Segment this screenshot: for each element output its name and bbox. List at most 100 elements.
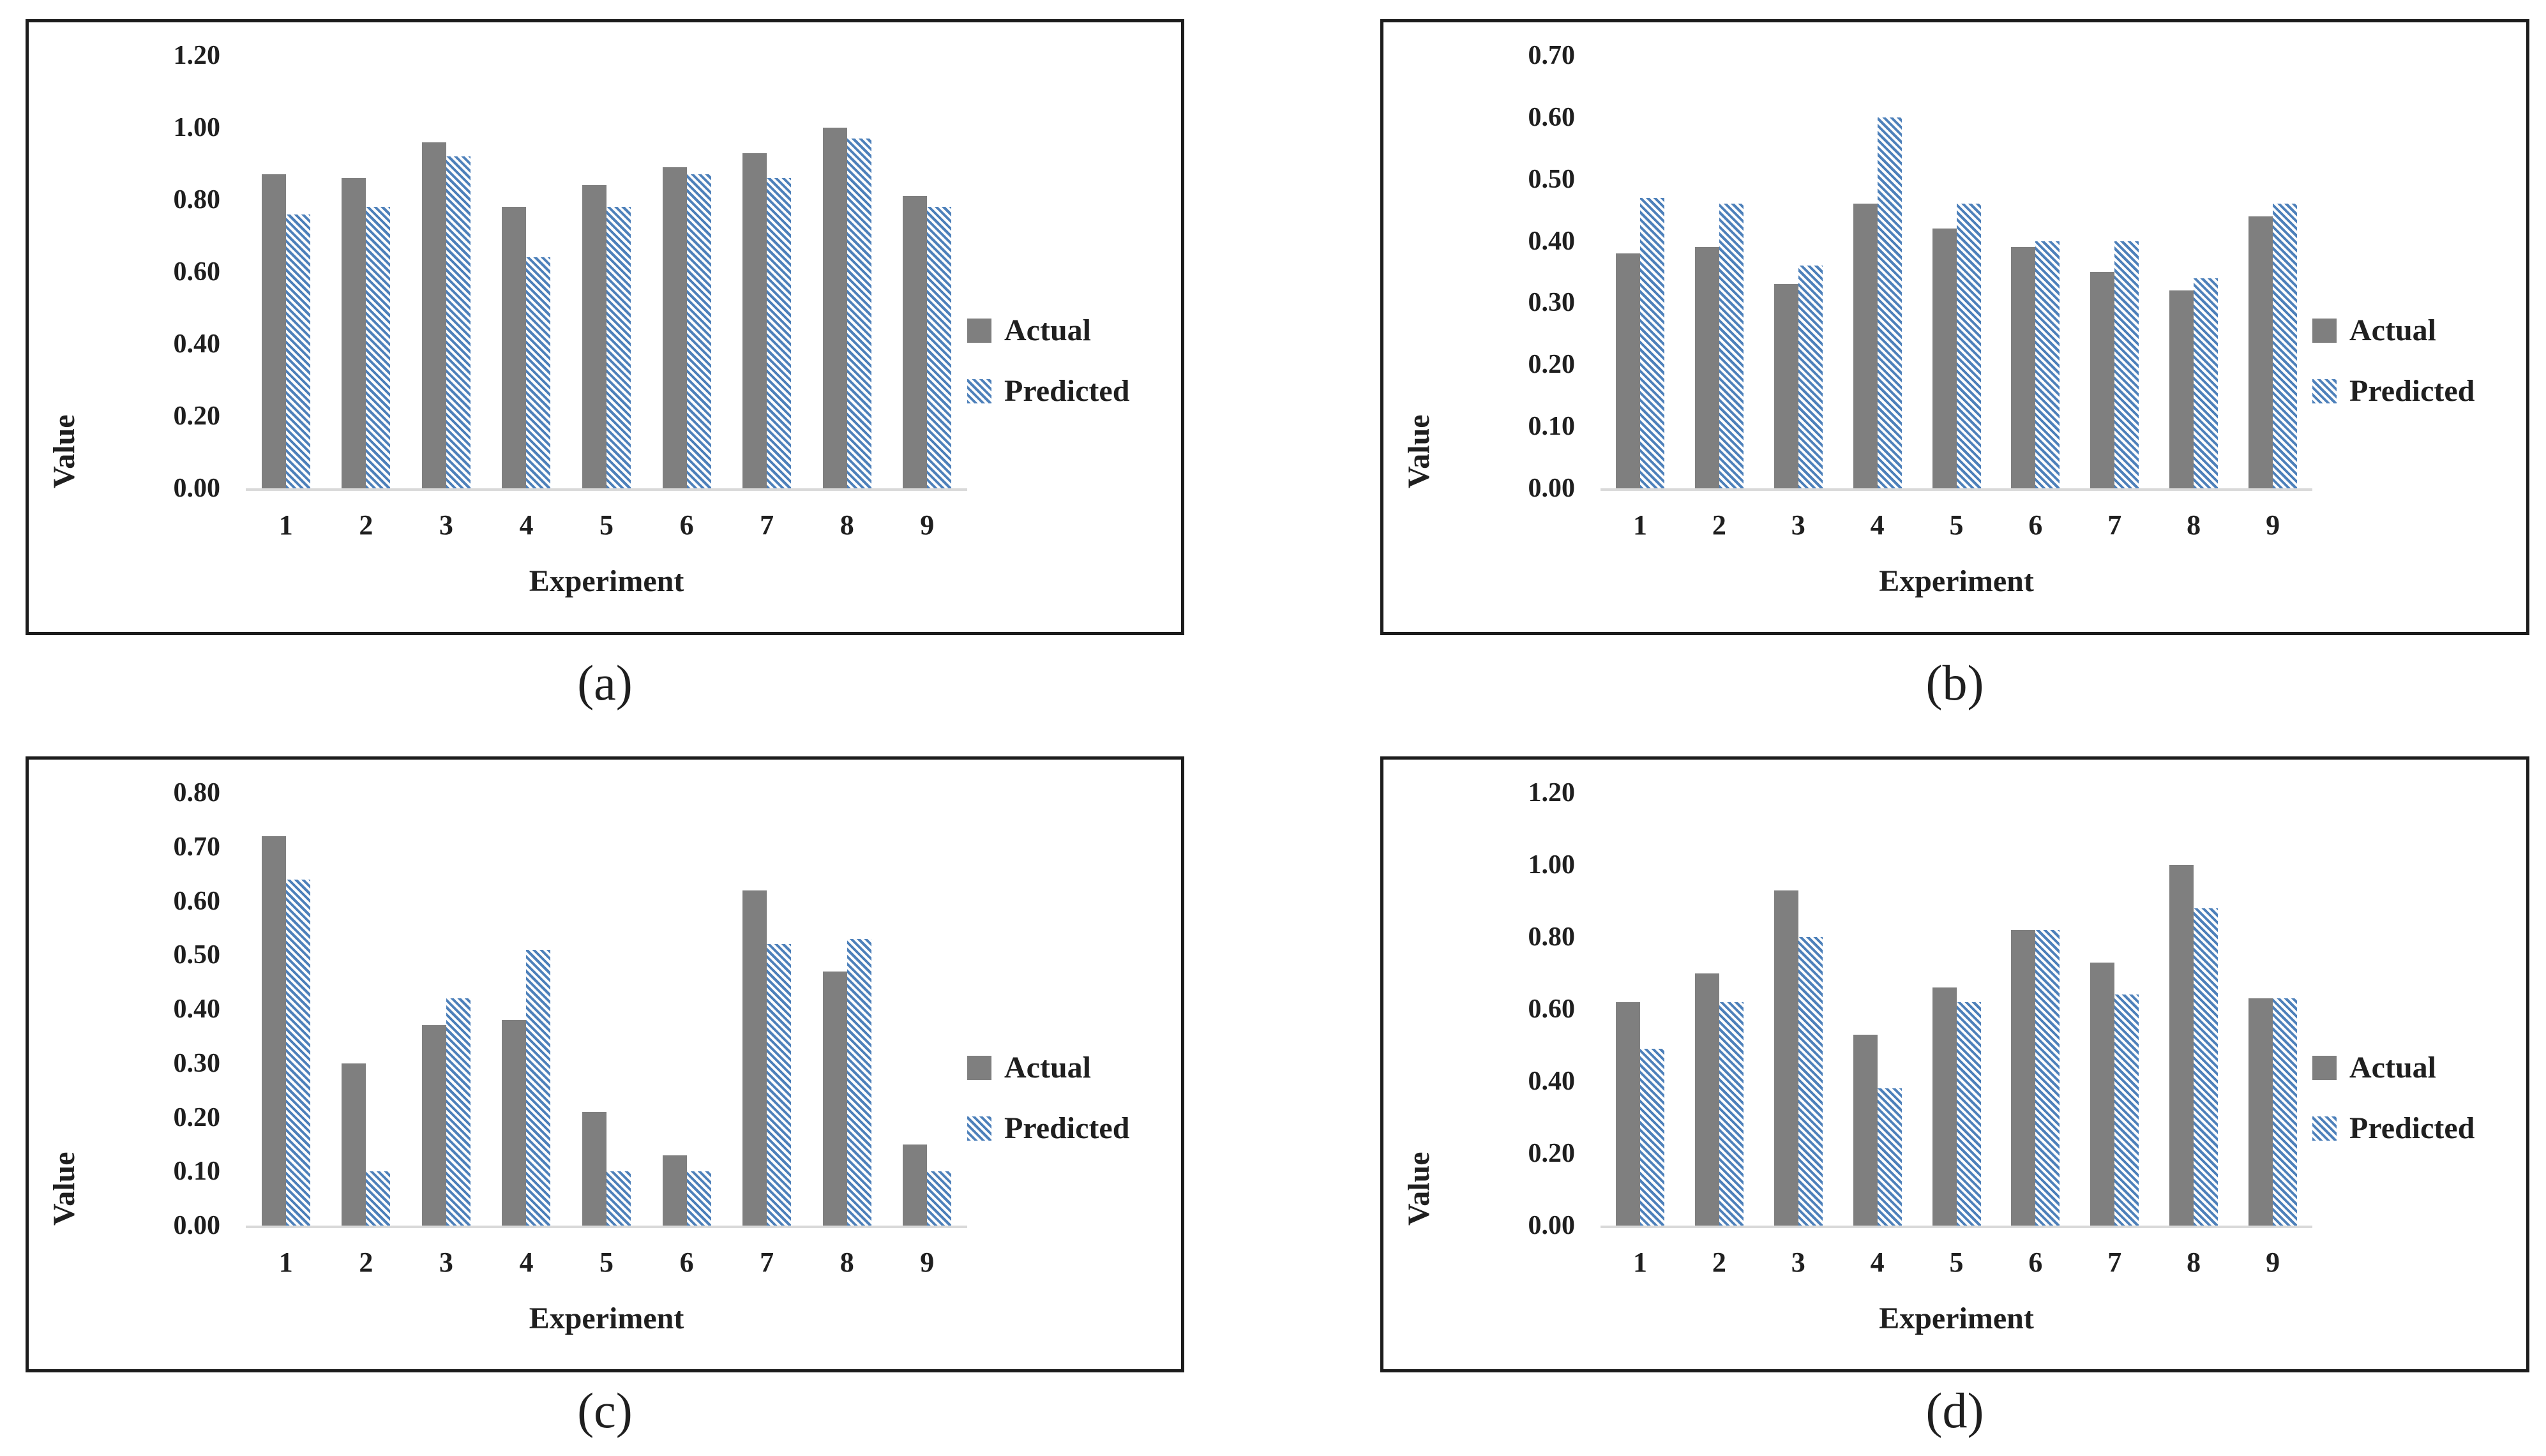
bar-group-exp4 [486, 56, 567, 488]
bar-actual-exp4 [502, 207, 527, 488]
y-tick-label: 0.50 [1528, 164, 1576, 194]
bar-actual-exp1 [261, 174, 286, 488]
x-tick-labels: 1 2 3 4 5 6 7 8 9 [1601, 509, 2312, 541]
bar-predicted-exp5 [1956, 204, 1981, 488]
bar-actual-exp6 [2011, 929, 2036, 1226]
bar-group-exp1 [1601, 56, 1680, 488]
bar-group-exp7 [2075, 56, 2154, 488]
legend-label-actual: Actual [1004, 313, 1091, 347]
y-tick-label: 0.40 [1528, 226, 1576, 256]
bar-predicted-exp8 [847, 938, 871, 1226]
y-tick-label: 0.20 [1528, 1139, 1576, 1168]
legend-entry-actual: Actual [967, 1050, 1175, 1085]
x-tick-label: 3 [439, 509, 453, 541]
bar-predicted-exp4 [1877, 117, 1902, 488]
x-tick-label: 4 [1870, 509, 1885, 541]
y-tick-label: 1.00 [173, 113, 221, 142]
bar-actual-exp2 [1694, 247, 1719, 488]
bar-group-exp1 [1601, 793, 1680, 1226]
bar-actual-exp2 [342, 178, 366, 488]
bar-predicted-exp7 [2114, 241, 2139, 488]
bar-group-exp5 [566, 793, 647, 1226]
plot-area [246, 56, 967, 491]
bar-group-exp2 [1680, 56, 1759, 488]
bar-predicted-exp5 [606, 207, 631, 488]
x-tick-label: 9 [920, 509, 935, 541]
y-tick-label: 1.20 [1528, 778, 1576, 807]
bar-actual-exp8 [822, 971, 847, 1226]
bar-predicted-exp8 [2194, 908, 2218, 1226]
legend-swatch-actual-icon [967, 1055, 991, 1080]
bar-actual-exp3 [421, 1025, 446, 1226]
bar-actual-exp1 [261, 836, 286, 1226]
y-tick-label: 0.60 [173, 257, 221, 287]
y-tick-label: 0.60 [1528, 102, 1576, 132]
x-tick-label: 6 [2028, 1247, 2043, 1278]
bar-predicted-exp2 [1719, 1002, 1744, 1226]
bar-predicted-exp4 [526, 949, 551, 1226]
y-tick-label: 0.00 [173, 474, 221, 503]
y-tick-label: 0.00 [173, 1211, 221, 1240]
bar-group-exp5 [1917, 56, 1996, 488]
x-tick-label: 6 [2028, 509, 2043, 541]
bar-group-exp2 [1680, 793, 1759, 1226]
panel-caption-d: (d) [1925, 1383, 1984, 1438]
bar-predicted-exp3 [1798, 937, 1823, 1226]
bar-predicted-exp1 [1639, 197, 1664, 488]
x-tick-label: 6 [679, 509, 694, 541]
x-tick-label: 1 [278, 1247, 293, 1278]
legend-label-predicted: Predicted [1004, 1111, 1130, 1145]
bar-actual-exp3 [1774, 890, 1798, 1226]
legend-swatch-predicted-icon [2312, 1116, 2337, 1141]
bar-predicted-exp3 [1798, 266, 1823, 488]
y-tick-label: 0.30 [1528, 288, 1576, 318]
legend-swatch-actual-icon [2312, 1055, 2337, 1080]
y-tick-label: 0.00 [1528, 474, 1576, 503]
y-tick-label: 0.20 [1528, 350, 1576, 380]
legend-entry-predicted: Predicted [967, 1111, 1175, 1146]
bar-group-exp9 [2233, 793, 2312, 1226]
bar-group-exp9 [2233, 56, 2312, 488]
x-tick-label: 8 [840, 1247, 854, 1278]
x-tick-label: 1 [278, 509, 293, 541]
bar-predicted-exp6 [686, 1171, 711, 1226]
y-tick-label: 0.00 [1528, 1211, 1576, 1240]
legend-entry-actual: Actual [967, 313, 1175, 348]
bar-predicted-exp8 [847, 138, 871, 488]
y-tick-label: 0.40 [173, 329, 221, 359]
bar-actual-exp2 [342, 1063, 366, 1226]
legend: Actual Predicted [2312, 1050, 2520, 1146]
x-tick-label: 8 [840, 509, 854, 541]
x-axis-title: Experiment [529, 564, 684, 598]
panel-caption-a: (a) [577, 655, 633, 710]
bar-predicted-exp6 [2035, 929, 2060, 1226]
bar-group-exp6 [647, 793, 727, 1226]
legend-label-actual: Actual [1004, 1051, 1091, 1084]
bar-predicted-exp7 [767, 944, 792, 1226]
x-tick-label: 4 [519, 509, 534, 541]
x-tick-labels: 1 2 3 4 5 6 7 8 9 [246, 1246, 967, 1279]
legend-label-actual: Actual [2349, 1051, 2436, 1084]
y-tick-label: 0.80 [173, 778, 221, 807]
bar-actual-exp3 [421, 142, 446, 488]
x-tick-label: 6 [679, 1247, 694, 1278]
x-tick-label: 2 [359, 1247, 373, 1278]
x-tick-label: 8 [2187, 509, 2201, 541]
bar-actual-exp5 [582, 185, 607, 488]
bar-predicted-exp1 [285, 879, 310, 1226]
y-tick-label: 0.50 [173, 940, 221, 970]
bar-group-exp1 [246, 793, 326, 1226]
bar-group-exp1 [246, 56, 326, 488]
x-tick-label: 2 [359, 509, 373, 541]
bar-group-exp4 [486, 793, 567, 1226]
x-tick-label: 7 [2107, 509, 2122, 541]
legend-entry-predicted: Predicted [967, 373, 1175, 409]
x-tick-labels: 1 2 3 4 5 6 7 8 9 [1601, 1246, 2312, 1279]
bar-group-exp8 [807, 793, 887, 1226]
x-axis-title: Experiment [529, 1302, 684, 1335]
bar-group-exp2 [326, 793, 407, 1226]
x-tick-label: 7 [760, 1247, 774, 1278]
bar-predicted-exp7 [767, 178, 792, 488]
y-tick-label: 0.80 [173, 185, 221, 214]
bar-actual-exp7 [742, 153, 767, 488]
